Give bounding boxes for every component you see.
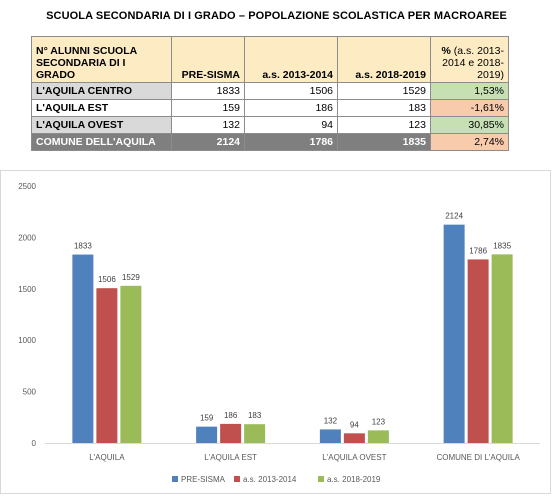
data-label: 94 <box>350 420 359 429</box>
header-col-2014: a.s. 2013-2014 <box>244 36 338 83</box>
y-tick-label: 1000 <box>18 336 36 345</box>
y-tick-label: 1500 <box>18 285 36 294</box>
row-value: 183 <box>337 99 431 117</box>
header-pct-symbol: % <box>441 45 451 57</box>
data-label: 183 <box>248 411 262 420</box>
header-pct-text: (a.s. 2013-2014 e 2018-2019) <box>442 45 504 81</box>
row-value: 159 <box>171 99 245 117</box>
chart-frame <box>0 170 551 494</box>
row-value: 1506 <box>244 82 338 100</box>
x-tick-label: L'AQUILA OVEST <box>322 453 386 462</box>
total-pct: 2,74% <box>430 133 509 151</box>
total-value: 2124 <box>171 133 245 151</box>
data-label: 186 <box>224 411 238 420</box>
y-tick-label: 500 <box>23 388 37 397</box>
y-tick-label: 0 <box>32 439 37 448</box>
bar <box>491 254 513 443</box>
row-pct: 1,53% <box>430 82 509 100</box>
bar <box>72 254 94 443</box>
bar <box>443 224 465 443</box>
x-tick-label: L'AQUILA EST <box>204 453 257 462</box>
table-row: L'AQUILA EST 159 186 183 -1,61% <box>31 99 509 117</box>
header-col-2019: a.s. 2018-2019 <box>337 36 431 83</box>
bar <box>319 429 341 443</box>
data-label: 123 <box>372 417 386 426</box>
data-label: 132 <box>324 416 338 425</box>
bar <box>196 426 218 443</box>
bar <box>467 259 489 443</box>
x-tick-label: COMUNE DI L'AQUILA <box>436 453 520 462</box>
row-value: 1833 <box>171 82 245 100</box>
table-row: L'AQUILA CENTRO 1833 1506 1529 1,53% <box>31 82 509 100</box>
data-label: 1529 <box>122 273 140 282</box>
data-label: 159 <box>200 414 214 423</box>
row-value: 1529 <box>337 82 431 100</box>
bar <box>343 433 365 443</box>
data-label: 1835 <box>493 241 511 250</box>
table-total-row: COMUNE DELL'AQUILA 2124 1786 1835 2,74% <box>31 133 509 151</box>
total-value: 1835 <box>337 133 431 151</box>
data-label: 1786 <box>469 246 487 255</box>
row-pct: -1,61% <box>430 99 509 117</box>
data-label: 1833 <box>74 242 92 251</box>
students-table: N° ALUNNI SCUOLA SECONDARIA DI I GRADO P… <box>31 36 509 151</box>
y-tick-label: 2500 <box>18 182 36 191</box>
bar <box>367 430 389 443</box>
legend-swatch <box>318 476 324 482</box>
bar <box>244 424 266 443</box>
bar <box>96 288 118 443</box>
legend-swatch <box>234 476 240 482</box>
legend-entry: PRE-SISMA <box>181 475 226 484</box>
data-label: 1506 <box>98 275 116 284</box>
y-tick-label: 2000 <box>18 233 36 242</box>
legend-entry: a.s. 2013-2014 <box>243 475 297 484</box>
bar <box>220 423 242 443</box>
total-value: 1786 <box>244 133 338 151</box>
legend-swatch <box>172 476 178 482</box>
x-tick-label: L'AQUILA <box>89 453 125 462</box>
page-title: SCUOLA SECONDARIA DI I GRADO – POPOLAZIO… <box>46 10 507 22</box>
table-header-row: N° ALUNNI SCUOLA SECONDARIA DI I GRADO P… <box>31 36 509 83</box>
legend-entry: a.s. 2018-2019 <box>327 475 381 484</box>
row-name: L'AQUILA EST <box>31 99 172 117</box>
total-name: COMUNE DELL'AQUILA <box>31 133 172 151</box>
row-value: 132 <box>171 116 245 134</box>
row-value: 94 <box>244 116 338 134</box>
bar <box>120 285 142 443</box>
data-label: 2124 <box>445 212 463 221</box>
